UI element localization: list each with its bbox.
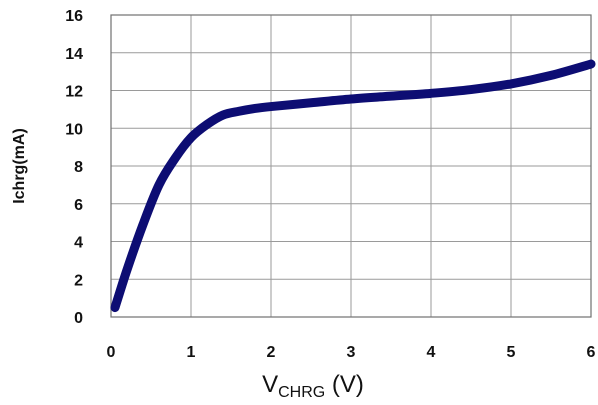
y-tick-label: 12 (65, 84, 83, 101)
grid (110, 14, 592, 318)
x-axis-title-main: V (262, 371, 278, 398)
series-line (110, 59, 596, 313)
x-tick-label: 6 (587, 344, 596, 361)
x-tick-label: 5 (507, 344, 516, 361)
plot-frame (110, 14, 592, 318)
y-tick-label: 6 (74, 197, 83, 214)
y-tick-label: 4 (74, 235, 83, 252)
x-axis-title-unit: (V) (325, 371, 364, 398)
x-axis-title-subscript: CHRG (278, 384, 325, 401)
y-tick-label: 2 (74, 272, 83, 289)
x-tick-label: 4 (427, 344, 436, 361)
x-tick-label: 1 (187, 344, 196, 361)
y-axis-title: Ichrg(mA) (11, 128, 28, 204)
y-tick-label: 8 (74, 159, 83, 176)
x-axis-title: VCHRG (V) (262, 371, 364, 401)
y-tick-label: 16 (65, 8, 83, 25)
x-tick-label: 3 (347, 344, 356, 361)
y-tick-label: 0 (74, 310, 83, 327)
y-tick-label: 10 (65, 121, 83, 138)
x-tick-label: 2 (267, 344, 276, 361)
x-tick-label: 0 (107, 344, 116, 361)
y-tick-label: 14 (65, 46, 83, 63)
